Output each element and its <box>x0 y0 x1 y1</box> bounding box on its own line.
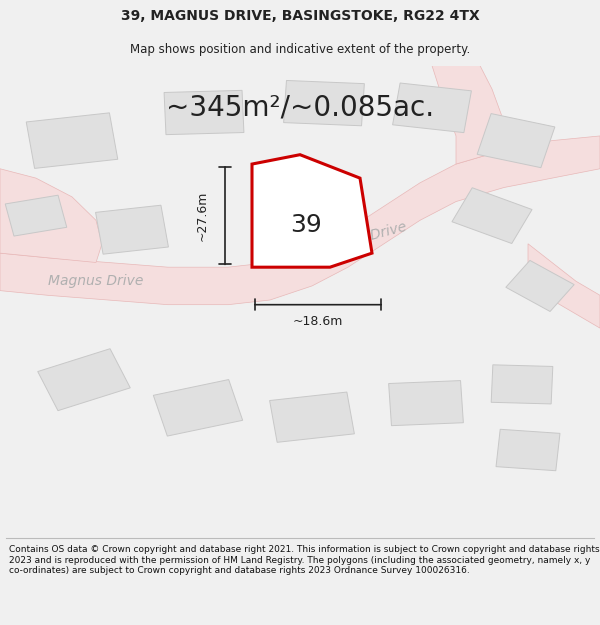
Bar <box>452 188 532 244</box>
Bar <box>506 261 574 311</box>
Polygon shape <box>0 136 600 304</box>
Text: Map shows position and indicative extent of the property.: Map shows position and indicative extent… <box>130 42 470 56</box>
Text: ~27.6m: ~27.6m <box>196 191 209 241</box>
Text: 39, MAGNUS DRIVE, BASINGSTOKE, RG22 4TX: 39, MAGNUS DRIVE, BASINGSTOKE, RG22 4TX <box>121 9 479 23</box>
Text: ~18.6m: ~18.6m <box>293 314 343 328</box>
Text: 39: 39 <box>290 213 322 237</box>
Bar <box>496 429 560 471</box>
Bar <box>95 205 169 254</box>
Text: Magnus Drive: Magnus Drive <box>48 274 143 288</box>
Bar <box>392 83 472 132</box>
Bar <box>284 81 364 126</box>
Bar <box>26 113 118 168</box>
Bar <box>5 195 67 236</box>
Bar <box>154 379 242 436</box>
Bar <box>491 365 553 404</box>
Text: ~345m²/~0.085ac.: ~345m²/~0.085ac. <box>166 94 434 122</box>
Polygon shape <box>528 244 600 328</box>
Text: Contains OS data © Crown copyright and database right 2021. This information is : Contains OS data © Crown copyright and d… <box>9 545 599 575</box>
Polygon shape <box>252 154 372 268</box>
Text: Magnus Drive: Magnus Drive <box>312 220 408 258</box>
Bar <box>38 349 130 411</box>
Bar <box>164 91 244 134</box>
Bar <box>477 114 555 168</box>
Bar <box>389 381 463 426</box>
Polygon shape <box>0 169 102 262</box>
Polygon shape <box>432 66 504 164</box>
Bar <box>269 392 355 442</box>
